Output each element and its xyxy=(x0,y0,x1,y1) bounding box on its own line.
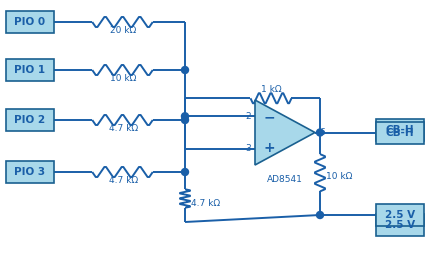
Text: 3: 3 xyxy=(245,144,250,153)
Text: 4.7 kΩ: 4.7 kΩ xyxy=(108,124,138,133)
Text: 6: 6 xyxy=(318,128,324,137)
FancyBboxPatch shape xyxy=(6,11,54,33)
Text: 2: 2 xyxy=(245,112,250,121)
FancyBboxPatch shape xyxy=(375,214,423,236)
Circle shape xyxy=(181,113,188,120)
FancyBboxPatch shape xyxy=(375,204,423,226)
Polygon shape xyxy=(254,100,314,165)
Text: −: − xyxy=(263,110,274,124)
Text: CB-H: CB-H xyxy=(385,127,413,138)
Text: +: + xyxy=(263,141,274,155)
FancyBboxPatch shape xyxy=(6,109,54,131)
Text: 10 kΩ: 10 kΩ xyxy=(325,172,352,181)
Text: PIO 2: PIO 2 xyxy=(14,115,46,125)
FancyBboxPatch shape xyxy=(375,122,423,143)
Text: PIO 1: PIO 1 xyxy=(14,65,46,75)
Circle shape xyxy=(181,117,188,124)
Circle shape xyxy=(316,129,323,136)
Text: AD8541: AD8541 xyxy=(266,175,302,184)
FancyBboxPatch shape xyxy=(6,161,54,183)
Text: 1 kΩ: 1 kΩ xyxy=(260,85,281,94)
FancyBboxPatch shape xyxy=(375,119,423,141)
Text: 10 kΩ: 10 kΩ xyxy=(110,74,136,83)
Text: 2.5 V: 2.5 V xyxy=(384,220,414,230)
Circle shape xyxy=(181,67,188,74)
Text: 4.7 kΩ: 4.7 kΩ xyxy=(191,199,220,208)
Text: 2.5 V: 2.5 V xyxy=(384,210,414,220)
FancyBboxPatch shape xyxy=(6,59,54,81)
Text: PIO 3: PIO 3 xyxy=(14,167,46,177)
Text: PIO 0: PIO 0 xyxy=(14,17,46,27)
Text: 20 kΩ: 20 kΩ xyxy=(110,26,136,35)
Text: 4.7 kΩ: 4.7 kΩ xyxy=(108,176,138,185)
Circle shape xyxy=(316,212,323,219)
Text: CB-H: CB-H xyxy=(385,125,413,135)
Circle shape xyxy=(181,168,188,175)
